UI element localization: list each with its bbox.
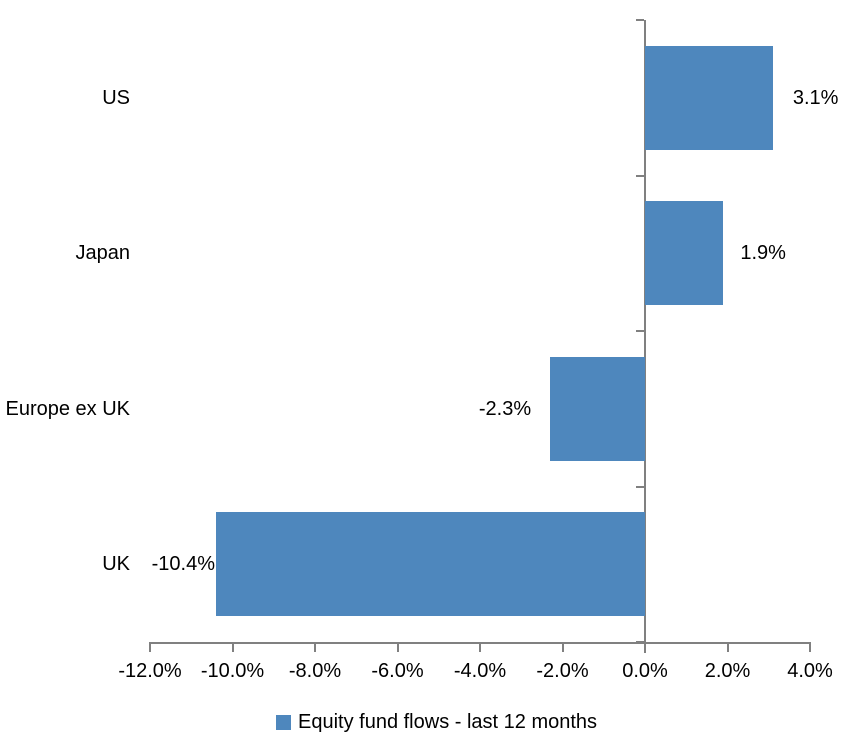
legend-marker-icon bbox=[276, 714, 291, 730]
category-label: Japan bbox=[75, 242, 131, 265]
value-label: -10.4% bbox=[151, 553, 215, 576]
category-label: US bbox=[102, 86, 130, 109]
x-axis-tick-label: -8.0% bbox=[288, 660, 342, 682]
x-axis-tick bbox=[149, 642, 151, 652]
category-label: UK bbox=[102, 553, 130, 576]
legend-label: Equity fund flows - last 12 months bbox=[298, 711, 598, 733]
x-axis-tick-label: 4.0% bbox=[787, 660, 833, 682]
bar-japan bbox=[645, 201, 724, 306]
x-axis-tick-label: 0.0% bbox=[622, 660, 668, 682]
x-axis-tick-label: 2.0% bbox=[704, 660, 751, 682]
value-label: -2.3% bbox=[478, 397, 532, 420]
x-axis-tick-label: -12.0% bbox=[118, 660, 182, 682]
x-axis-tick-label: -2.0% bbox=[536, 660, 589, 682]
category-axis-tick bbox=[636, 485, 644, 488]
zero-axis-line bbox=[644, 20, 646, 653]
value-label: 1.9% bbox=[740, 242, 786, 265]
category-axis-tick bbox=[636, 641, 644, 643]
x-axis-tick bbox=[396, 642, 399, 652]
x-axis-tick bbox=[314, 642, 316, 652]
x-axis-tick bbox=[644, 642, 646, 652]
category-axis-tick bbox=[636, 19, 644, 21]
x-axis-tick bbox=[479, 642, 481, 652]
category-label: Europe ex UK bbox=[5, 397, 130, 420]
x-axis-tick-label: -6.0% bbox=[371, 660, 424, 682]
x-axis-tick bbox=[231, 642, 234, 652]
x-axis-tick bbox=[561, 642, 564, 652]
category-axis-tick bbox=[636, 330, 644, 332]
x-axis-tick-label: -10.0% bbox=[200, 660, 265, 682]
category-axis-tick bbox=[636, 174, 644, 177]
bar-uk bbox=[216, 512, 645, 617]
bar-europe-ex-uk bbox=[550, 356, 645, 461]
value-label: 3.1% bbox=[792, 86, 839, 109]
x-axis-tick bbox=[809, 642, 811, 652]
x-axis-tick-label: -4.0% bbox=[453, 660, 507, 682]
legend: Equity fund flows - last 12 months bbox=[276, 709, 597, 735]
x-axis-tick bbox=[726, 642, 729, 652]
bar-us bbox=[645, 45, 773, 150]
